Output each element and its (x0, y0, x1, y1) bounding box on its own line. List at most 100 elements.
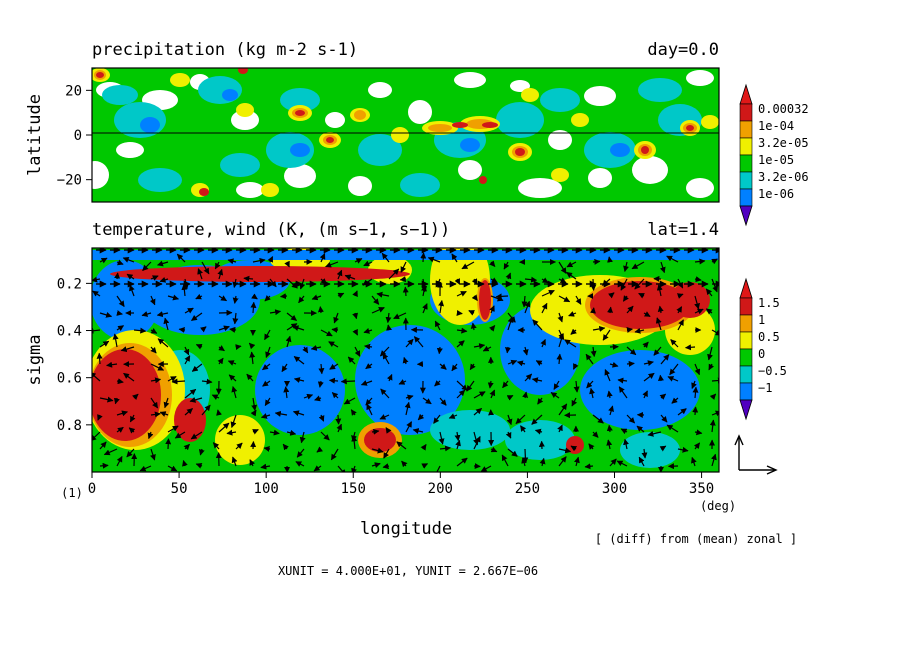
precip-red-cell (96, 72, 104, 78)
temp-hot-region (110, 266, 410, 282)
precip-red-cell (295, 110, 305, 116)
temp-legend-bottom-arrow (740, 400, 752, 419)
temp-x-tick-label: 100 (254, 481, 279, 497)
wind-vector-arrow (338, 415, 339, 424)
wind-vector-arrow (281, 296, 287, 297)
precip-orange-cell (428, 124, 452, 132)
wind-vector-arrow (695, 407, 696, 415)
wind-vector-arrow (330, 380, 339, 381)
precip-yellow-cell (571, 113, 589, 127)
precip-dry-patch (348, 176, 372, 196)
temp-legend-swatch (740, 349, 752, 366)
temp-hot-region (479, 280, 491, 320)
wind-vector-arrow (507, 347, 508, 353)
precip-dry-patch (686, 70, 714, 86)
wind-vector-arrow (660, 375, 661, 381)
wind-vector-arrow (593, 261, 600, 262)
precip-legend-swatch (740, 121, 752, 138)
precip-yellow-cell (391, 127, 409, 143)
precip-field (81, 66, 719, 202)
precip-legend-label: 0.00032 (758, 102, 809, 116)
temp-legend-swatch (740, 315, 752, 332)
precip-red-cell (238, 66, 248, 74)
wind-vector-arrow (388, 325, 389, 330)
temp-title: temperature, wind (K, (m s−1, s−1)) (92, 220, 450, 240)
precip-dry-patch (116, 142, 144, 158)
x-unit-label: (deg) (700, 499, 736, 513)
precip-cyan-cell (138, 168, 182, 192)
precip-legend-label: 1e-05 (758, 153, 794, 167)
precip-legend-bottom-arrow (740, 206, 752, 225)
precip-legend-label: 3.2e-06 (758, 170, 809, 184)
wind-vector-arrow (627, 363, 634, 364)
temp-x-tick-label: 0 (88, 481, 96, 497)
precip-dry-patch (325, 112, 345, 128)
precip-y-tick-label: −20 (57, 173, 82, 189)
wind-vector-arrow (179, 329, 185, 330)
temp-cool-region (430, 410, 510, 450)
frame-number: (1) (61, 486, 83, 500)
wind-vector-arrow (341, 381, 355, 382)
precip-dry-patch (686, 178, 714, 198)
precip-y-ticks: 200−20 (57, 83, 92, 188)
precip-blue-cell (460, 138, 480, 152)
wind-vector-arrow (474, 466, 480, 467)
precip-legend-swatch (740, 189, 752, 206)
precip-red-cell (515, 148, 525, 156)
wind-vector-arrow (405, 287, 406, 296)
precip-legend-swatch (740, 155, 752, 172)
precip-legend-label: 1e-06 (758, 187, 794, 201)
temp-ylabel: sigma (25, 334, 45, 385)
precip-yellow-cell (236, 103, 254, 117)
temp-cold-region (580, 350, 700, 430)
wind-vector-arrow (320, 307, 321, 313)
temp-legend-label: −1 (758, 381, 772, 395)
wind-vector-arrow (686, 347, 695, 348)
wind-vector-arrow (244, 278, 253, 279)
precip-dry-patch (236, 182, 264, 198)
wind-vector-arrow (439, 347, 440, 354)
wind-vector-arrow (332, 329, 338, 330)
temp-legend-swatch (740, 366, 752, 383)
temp-xlabel: longitude (360, 519, 452, 539)
temp-x-tick-label: 200 (428, 481, 453, 497)
temp-x-tick-label: 50 (171, 481, 188, 497)
precip-legend-top-arrow (740, 85, 752, 104)
wind-vector-arrow (525, 449, 526, 463)
temp-legend: 1.510.50−0.5−1 (740, 279, 787, 419)
precip-blue-cell (290, 143, 310, 157)
temp-x-tick-label: 350 (689, 481, 714, 497)
precip-ylabel: latitude (25, 94, 45, 176)
temp-lat-label: lat=1.4 (647, 220, 719, 240)
wind-vector-arrow (253, 442, 254, 449)
wind-vector-arrow (423, 253, 424, 262)
wind-vector-arrow (99, 353, 100, 364)
precip-dry-patch (584, 86, 616, 106)
wind-vector-arrow (593, 308, 594, 313)
temp-cool-region (620, 432, 680, 468)
precip-dry-patch (454, 72, 486, 88)
temp-cool-region (505, 420, 575, 460)
precip-blue-cell (222, 89, 238, 101)
precip-red-cell (199, 188, 209, 196)
precip-dry-patch (458, 160, 482, 180)
temp-legend-label: 1 (758, 313, 765, 327)
precip-cyan-cell (220, 153, 260, 177)
precip-red-cell (479, 176, 487, 184)
precip-yellow-cell (261, 183, 279, 197)
wind-vector-arrow (236, 346, 241, 347)
temp-legend-label: 1.5 (758, 296, 780, 310)
wind-vector-arrow (496, 296, 508, 297)
precip-red-cell (326, 137, 334, 143)
temp-hot-region (670, 282, 710, 318)
precip-cyan-cell (400, 173, 440, 197)
wind-vector-arrow (610, 307, 611, 313)
unit-text: XUNIT = 4.000E+01, YUNIT = 2.667E−06 (278, 564, 538, 578)
temp-legend-swatch (740, 332, 752, 349)
precip-dry-patch (408, 100, 432, 124)
precip-legend-label: 1e-04 (758, 119, 794, 133)
precip-legend-swatch (740, 138, 752, 155)
precip-red-cell (482, 122, 498, 128)
